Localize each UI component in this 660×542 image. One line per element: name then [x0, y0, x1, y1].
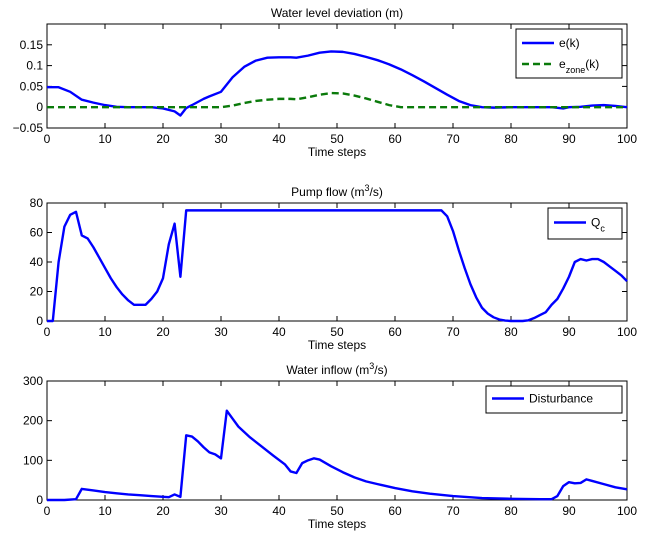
x-tick-label: 30	[214, 132, 228, 146]
y-tick-label: 200	[23, 414, 43, 428]
text-part: Water level deviation (m)	[271, 6, 403, 20]
panel-title: Water level deviation (m)	[271, 6, 403, 20]
text-part: /s)	[370, 185, 383, 199]
x-tick-label: 10	[98, 504, 112, 518]
y-tick-label: 0	[36, 100, 43, 114]
axes-box	[46, 202, 628, 322]
x-tick-label: 90	[562, 325, 576, 339]
text-part: e	[559, 57, 566, 71]
x-tick-label: 30	[214, 504, 228, 518]
x-tick-label: 50	[330, 504, 344, 518]
x-tick-label: 40	[272, 504, 286, 518]
x-tick-label: 90	[562, 504, 576, 518]
superscript: 3	[369, 361, 374, 371]
x-axis-label: Time steps	[308, 517, 366, 531]
y-tick-label: 300	[23, 374, 43, 388]
text-part: Q	[591, 216, 600, 230]
y-tick-label: 60	[30, 226, 44, 240]
y-tick-label: 100	[23, 453, 43, 467]
y-tick-label: 80	[30, 196, 44, 210]
x-tick-label: 60	[388, 132, 402, 146]
subscript: zone	[566, 65, 586, 75]
panel-1: 0 10 20 30 40 50 60 70 80 90 100−0.0500.050.10.15W…	[13, 6, 638, 159]
panel-3: 0 10 20 30 40 50 60 70 80 90 100 0 100 200 300 Water in…	[23, 361, 637, 531]
x-tick-label: 100	[617, 504, 637, 518]
panel-title: Water inflow (m3/s)	[286, 361, 387, 377]
panel-2: 0 10 20 30 40 50 60 70 80 90 100 0 20 40 60 80 Pump flow…	[30, 183, 638, 352]
text-part: (k)	[585, 57, 599, 71]
x-tick-label: 20	[156, 325, 170, 339]
text-part: e(k)	[559, 36, 580, 50]
x-tick-label: 60	[388, 325, 402, 339]
legend-label: ezone(k)	[559, 57, 599, 75]
x-tick-label: 40	[272, 325, 286, 339]
x-tick-label: 50	[330, 325, 344, 339]
superscript: 3	[365, 183, 370, 193]
x-axis-label: Time steps	[308, 338, 366, 352]
y-tick-label: 0.05	[20, 79, 44, 93]
legend-label: Disturbance	[529, 392, 593, 406]
series-line-2	[47, 91, 627, 109]
y-tick-label: 40	[30, 255, 44, 269]
x-tick-label: 10	[98, 132, 112, 146]
x-tick-label: 70	[446, 325, 460, 339]
panel-title: Pump flow (m3/s)	[291, 183, 383, 199]
x-tick-label: 0	[44, 132, 51, 146]
y-tick-label: 0.15	[20, 38, 44, 52]
x-tick-label: 50	[330, 132, 344, 146]
x-tick-label: 30	[214, 325, 228, 339]
x-tick-label: 100	[617, 325, 637, 339]
x-axis-label: Time steps	[308, 145, 366, 159]
y-tick-label: 0.1	[26, 59, 43, 73]
x-tick-label: 20	[156, 504, 170, 518]
x-tick-label: 0	[44, 325, 51, 339]
text-part: Pump flow (m	[291, 185, 364, 199]
series-line-1	[47, 409, 628, 502]
x-tick-label: 80	[504, 325, 518, 339]
text-part: /s)	[374, 363, 387, 377]
x-tick-label: 20	[156, 132, 170, 146]
subscript: c	[600, 224, 605, 234]
x-tick-label: 0	[44, 504, 51, 518]
legend-box	[515, 28, 623, 79]
y-tick-label: 20	[30, 285, 44, 299]
y-tick-label: 0	[36, 493, 43, 507]
y-tick-label: −0.05	[13, 121, 44, 135]
x-tick-label: 10	[98, 325, 112, 339]
x-tick-label: 70	[446, 504, 460, 518]
x-tick-label: 80	[504, 132, 518, 146]
text-part: Water inflow (m	[286, 363, 369, 377]
x-tick-label: 100	[617, 132, 637, 146]
x-tick-label: 40	[272, 132, 286, 146]
y-tick-label: 0	[36, 314, 43, 328]
legend-label: e(k)	[559, 36, 580, 50]
x-tick-label: 90	[562, 132, 576, 146]
text-part: Disturbance	[529, 392, 593, 406]
x-tick-label: 60	[388, 504, 402, 518]
x-tick-label: 80	[504, 504, 518, 518]
legend-label: Qc	[591, 216, 605, 234]
series-line-1	[47, 209, 628, 323]
x-tick-label: 70	[446, 132, 460, 146]
